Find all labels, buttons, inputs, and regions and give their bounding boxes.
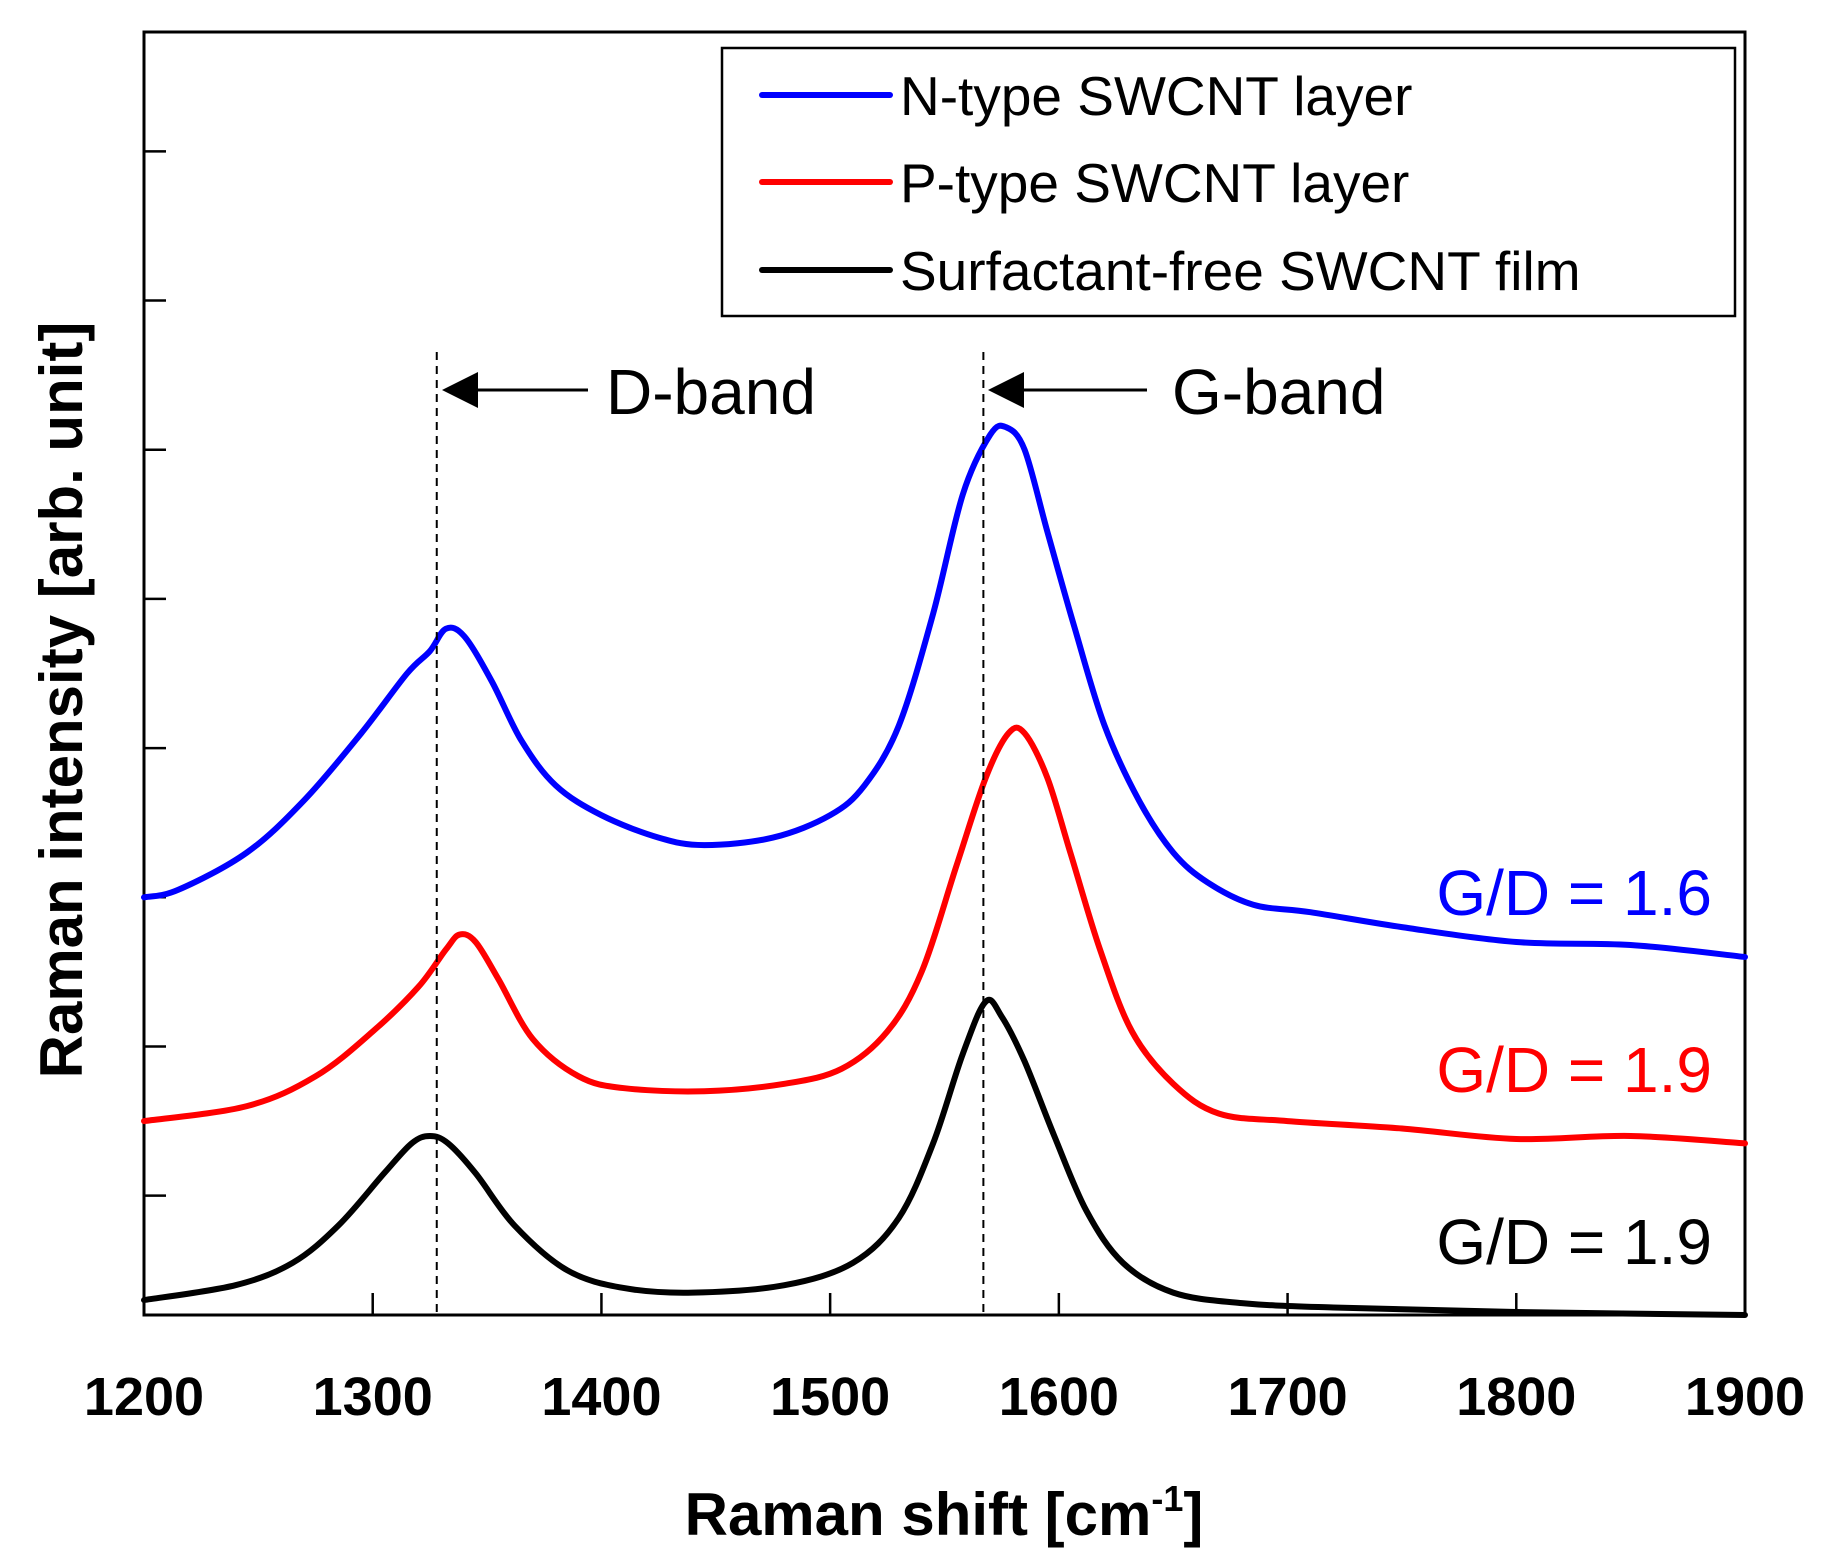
ratio-label-p-type: G/D = 1.9 [1436, 1034, 1712, 1106]
legend-label-p-type: P-type SWCNT layer [900, 152, 1409, 214]
series-line-1 [141, 422, 1748, 960]
ratio-label-n-type: G/D = 1.6 [1436, 857, 1712, 929]
series-line-3 [141, 997, 1748, 1318]
x-tick-label-1800: 1800 [1456, 1367, 1576, 1427]
d-band-label: D-band [606, 356, 816, 428]
x-axis-title: Raman shift [cm-1] [685, 1478, 1204, 1548]
legend: N-type SWCNT layer P-type SWCNT layer Su… [720, 46, 1737, 318]
x-tick-label-1200: 1200 [84, 1367, 204, 1427]
band-reference-lines [435, 352, 985, 1315]
legend-label-n-type: N-type SWCNT layer [900, 65, 1412, 127]
ratio-label-surfactant-free: G/D = 1.9 [1436, 1206, 1712, 1278]
series-line-2 [141, 724, 1748, 1147]
legend-label-surfactant-free: Surfactant-free SWCNT film [900, 240, 1581, 302]
x-tick-label-1700: 1700 [1228, 1367, 1348, 1427]
x-tick-label-1900: 1900 [1685, 1367, 1805, 1427]
x-tick-label-1500: 1500 [770, 1367, 890, 1427]
x-tick-label-1400: 1400 [541, 1367, 661, 1427]
x-tick-labels: 1200 1300 1400 1500 1600 1700 1800 1900 [84, 1367, 1805, 1427]
d-band-arrowhead [442, 372, 478, 408]
tick-marks [142, 150, 1747, 1315]
g-band-arrowhead [988, 372, 1024, 408]
x-tick-label-1600: 1600 [999, 1367, 1119, 1427]
g-band-label: G-band [1172, 356, 1385, 428]
d-band-annotation: D-band [442, 356, 816, 428]
g-band-annotation: G-band [988, 356, 1385, 428]
y-axis-title: Raman intensity [arb. unit] [28, 322, 95, 1079]
x-tick-label-1300: 1300 [313, 1367, 433, 1427]
series-lines [141, 422, 1748, 1318]
